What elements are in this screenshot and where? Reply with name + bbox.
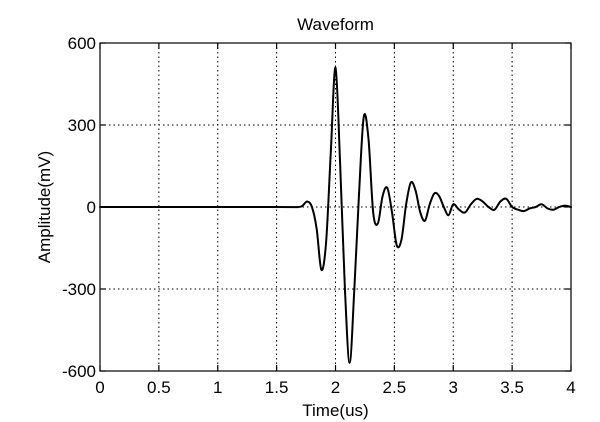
x-tick-label: 1 — [213, 378, 222, 397]
y-tick-label: 300 — [68, 116, 96, 135]
x-tick-label: 3.5 — [500, 378, 524, 397]
y-axis-title: Amplitude(mV) — [35, 151, 54, 263]
x-tick-label: 2.5 — [383, 378, 407, 397]
y-tick-label: 0 — [87, 198, 96, 217]
x-tick-label: 2 — [331, 378, 340, 397]
grid — [100, 43, 571, 371]
waveform-line — [99, 66, 572, 364]
x-tick-label: 0 — [95, 378, 104, 397]
x-tick-label: 0.5 — [147, 378, 171, 397]
x-tick-label: 3 — [449, 378, 458, 397]
x-tick-label: 4 — [566, 378, 575, 397]
y-tick-label: -300 — [62, 280, 96, 299]
x-axis-title: Time(us) — [302, 401, 368, 420]
y-tick-labels: 600 300 0 -300 -600 — [62, 34, 96, 381]
chart-title: Waveform — [297, 15, 374, 34]
x-tick-label: 1.5 — [265, 378, 289, 397]
y-tick-label: 600 — [68, 34, 96, 53]
y-tick-label: -600 — [62, 362, 96, 381]
x-tick-labels: 0 0.5 1 1.5 2 2.5 3 3.5 4 — [95, 378, 575, 397]
